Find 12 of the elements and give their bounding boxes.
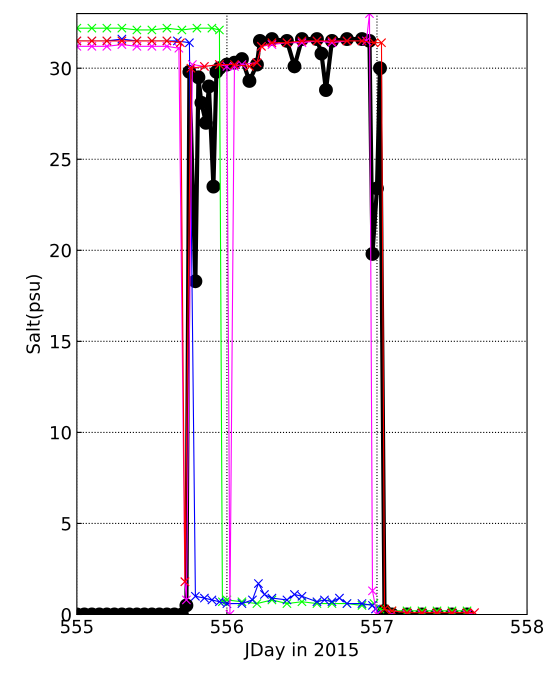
x-axis-title: JDay in 2015 bbox=[244, 642, 358, 660]
x-tick-label: 557 bbox=[361, 620, 393, 634]
y-tick-label: 15 bbox=[51, 335, 70, 348]
y-tick-label: 20 bbox=[50, 244, 71, 258]
y-tick-label: 10 bbox=[51, 426, 71, 440]
x-tick-label: 556 bbox=[211, 620, 244, 634]
y-axis-title: Salt(psu) bbox=[26, 275, 44, 354]
y-tick-label: 30 bbox=[50, 62, 71, 76]
x-tick-label: 558 bbox=[511, 620, 544, 634]
x-tick-label: 555 bbox=[61, 620, 93, 634]
y-tick-label: 25 bbox=[50, 152, 70, 166]
y-tick-label: 5 bbox=[62, 517, 70, 531]
